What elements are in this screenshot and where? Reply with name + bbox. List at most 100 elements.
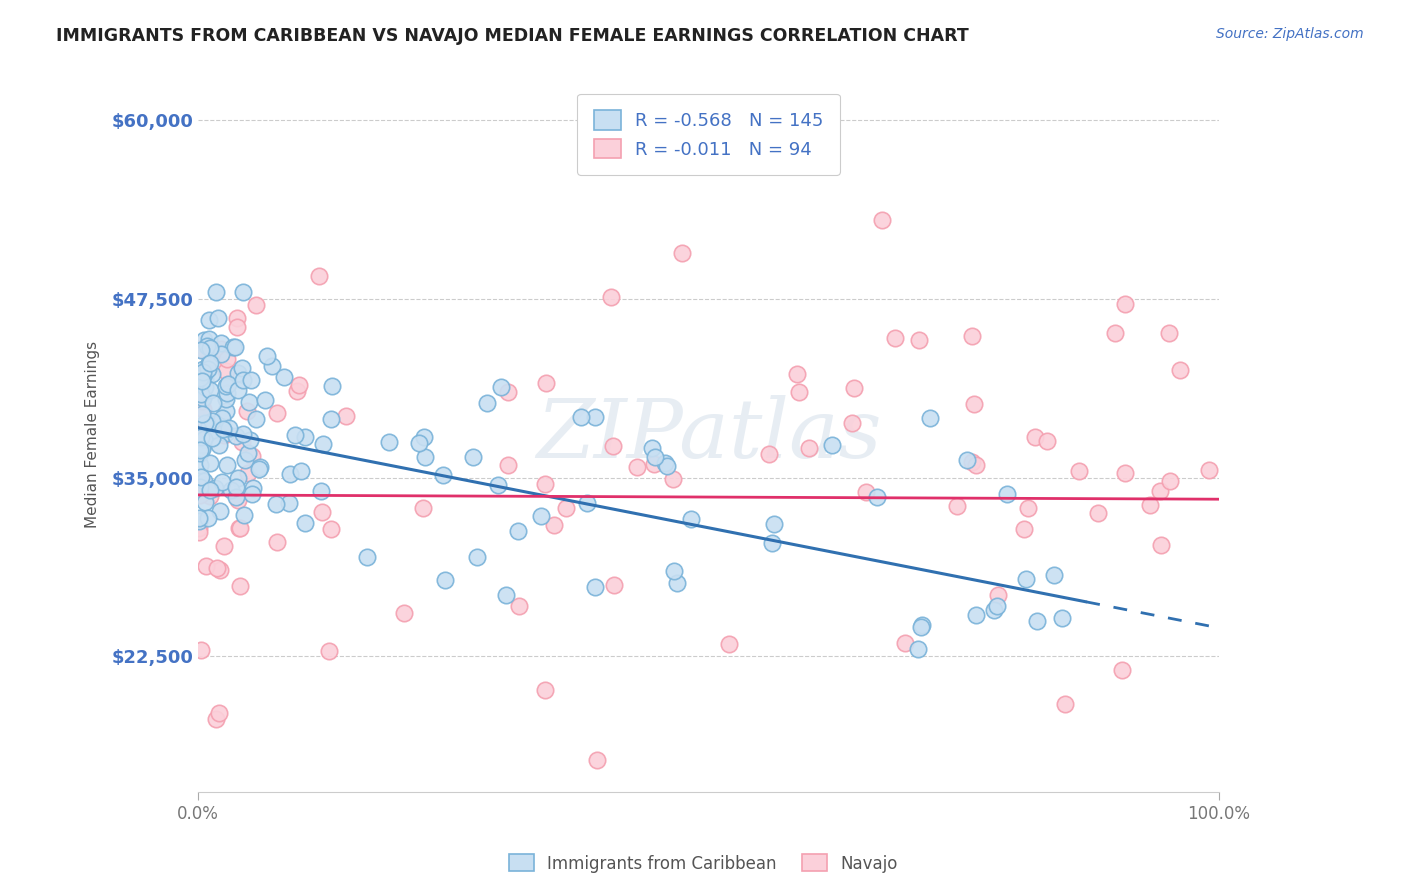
Point (681, 512, 703, 526)
Point (198, 489, 221, 503)
Point (797, 442, 820, 456)
Point (190, 469, 212, 483)
Point (197, 362, 219, 376)
Point (202, 396, 225, 410)
Point (224, 340, 246, 354)
Point (228, 471, 250, 485)
Point (188, 488, 211, 502)
Point (205, 712, 228, 726)
Point (238, 395, 260, 409)
Point (786, 367, 808, 381)
Point (318, 644, 340, 658)
Point (198, 356, 221, 370)
Point (408, 435, 430, 450)
Text: ZIPatlas: ZIPatlas (536, 395, 882, 475)
Point (960, 454, 983, 468)
Point (239, 433, 262, 447)
Point (236, 467, 259, 481)
Point (236, 404, 259, 418)
Point (1104, 326, 1126, 341)
Point (197, 511, 219, 525)
Point (662, 564, 685, 578)
Point (188, 514, 211, 528)
Point (191, 442, 214, 457)
Y-axis label: Median Female Earnings: Median Female Earnings (86, 342, 100, 528)
Point (288, 377, 311, 392)
Point (1017, 500, 1039, 515)
Point (575, 496, 598, 510)
Point (201, 431, 224, 445)
Point (671, 246, 693, 260)
Point (209, 342, 232, 356)
Point (191, 365, 214, 379)
Point (245, 298, 267, 312)
Point (226, 319, 249, 334)
Point (432, 468, 454, 483)
Legend: Immigrants from Caribbean, Navajo: Immigrants from Caribbean, Navajo (502, 847, 904, 880)
Point (188, 371, 211, 385)
Point (1087, 506, 1109, 520)
Point (377, 435, 399, 450)
Point (193, 432, 215, 446)
Point (626, 459, 648, 474)
Point (188, 480, 211, 494)
Point (207, 561, 229, 575)
Point (194, 559, 217, 574)
Point (232, 285, 254, 299)
Point (188, 371, 211, 385)
Point (205, 285, 228, 299)
Point (209, 504, 232, 518)
Point (413, 450, 436, 465)
Point (233, 453, 256, 467)
Point (197, 313, 219, 327)
Point (225, 480, 247, 494)
Point (214, 428, 236, 442)
Point (201, 417, 224, 431)
Point (225, 311, 247, 326)
Point (1114, 466, 1136, 480)
Point (534, 376, 557, 390)
Point (1054, 697, 1077, 711)
Point (475, 396, 498, 410)
Point (1111, 663, 1133, 677)
Point (194, 478, 217, 492)
Point (311, 483, 333, 498)
Point (240, 487, 263, 501)
Point (413, 430, 436, 444)
Point (911, 617, 934, 632)
Point (491, 380, 513, 394)
Point (586, 752, 609, 766)
Point (225, 428, 247, 442)
Point (433, 573, 456, 587)
Point (963, 397, 986, 411)
Point (226, 493, 249, 508)
Point (763, 517, 786, 532)
Point (225, 490, 247, 504)
Point (600, 290, 623, 304)
Point (290, 464, 312, 478)
Point (215, 404, 238, 418)
Point (236, 446, 259, 460)
Point (215, 386, 238, 401)
Point (844, 381, 866, 395)
Point (284, 428, 307, 442)
Point (198, 383, 221, 397)
Point (247, 462, 270, 476)
Point (194, 495, 217, 509)
Point (256, 349, 278, 363)
Point (193, 391, 215, 405)
Point (1036, 434, 1059, 448)
Point (193, 333, 215, 347)
Point (193, 438, 215, 452)
Point (188, 446, 211, 460)
Point (1150, 538, 1173, 552)
Point (356, 550, 378, 565)
Point (894, 636, 917, 650)
Point (231, 361, 253, 376)
Point (194, 416, 217, 430)
Point (205, 424, 228, 438)
Point (273, 370, 295, 384)
Point (543, 518, 565, 533)
Point (883, 331, 905, 345)
Point (319, 412, 342, 426)
